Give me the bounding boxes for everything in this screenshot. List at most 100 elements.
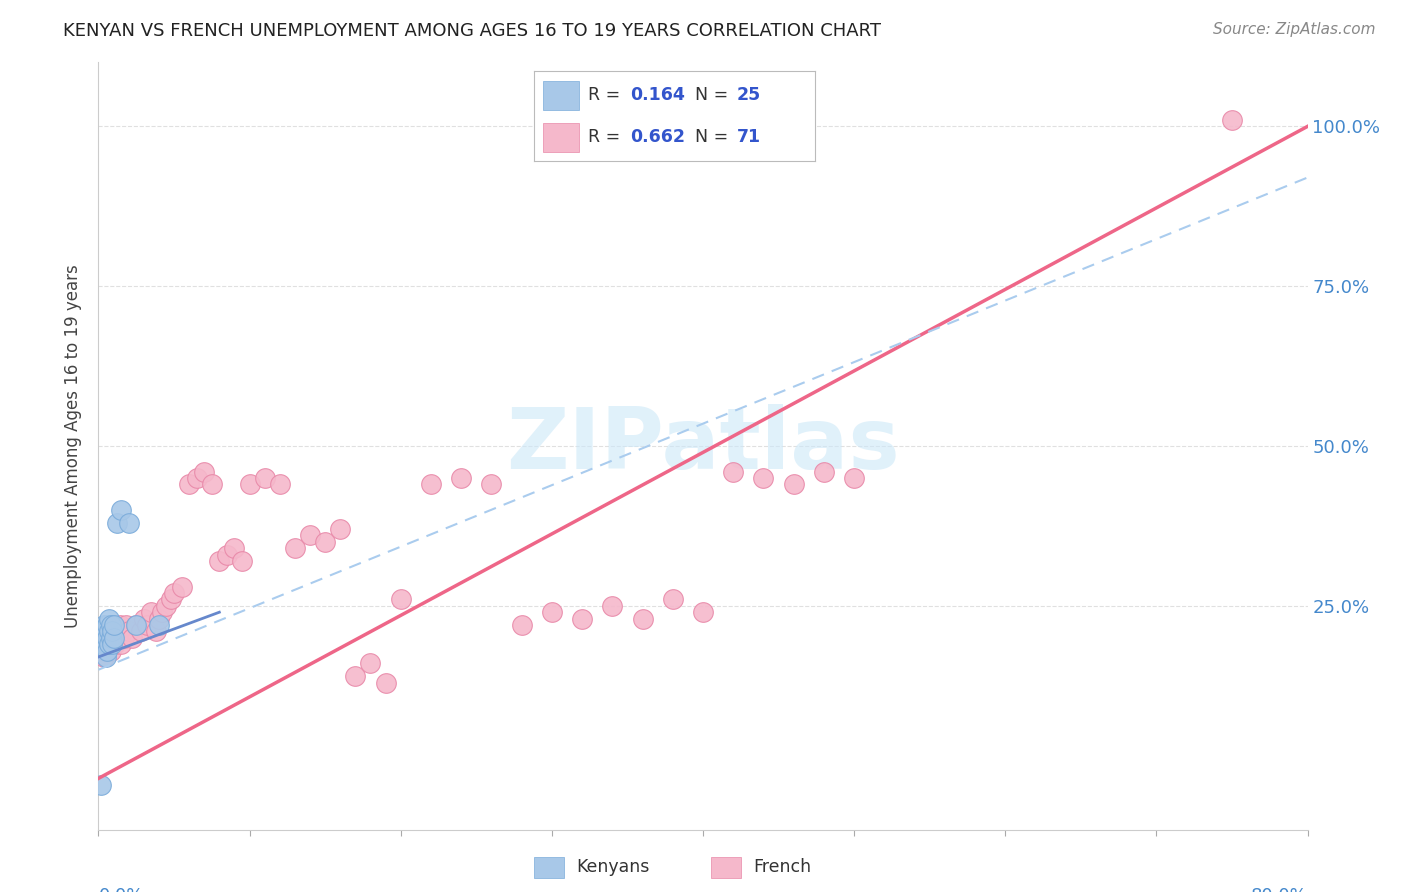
Point [108,618,131,632]
Point [360,657,382,671]
Text: KENYAN VS FRENCH UNEMPLOYMENT AMONG AGES 16 TO 19 YEARS CORRELATION CHART: KENYAN VS FRENCH UNEMPLOYMENT AMONG AGES… [63,22,882,40]
Point [145,624,167,639]
Text: R =: R = [588,128,626,146]
Point [450,471,472,485]
Point [510,618,533,632]
Point [813,465,835,479]
Point [96,643,118,657]
Text: N =: N = [695,87,734,104]
Point [100,643,122,657]
Point [96,618,118,632]
Point [179,477,201,491]
Point [284,541,307,556]
Text: 25: 25 [737,87,761,104]
Point [224,541,246,556]
Point [118,516,141,530]
Point [299,528,322,542]
Point [100,631,122,645]
Point [661,592,683,607]
Bar [711,856,741,879]
Point [98,637,121,651]
Point [344,669,367,683]
Point [481,477,503,491]
Text: R =: R = [588,87,626,104]
Text: 80.0%: 80.0% [1251,887,1308,892]
Point [631,612,654,626]
Point [105,516,128,530]
Point [125,618,148,632]
Point [91,624,114,639]
Point [114,618,136,632]
Point [91,637,114,651]
Point [94,624,117,639]
Point [118,624,141,639]
Point [93,631,115,645]
Text: Kenyans: Kenyans [576,858,650,877]
Text: French: French [754,858,811,877]
Point [844,471,866,485]
Point [571,612,593,626]
Point [148,618,170,632]
Point [110,503,132,517]
Point [93,649,115,664]
Point [132,612,155,626]
Point [98,612,121,626]
Point [103,618,125,632]
Text: N =: N = [695,128,734,146]
Point [94,637,117,651]
Text: 0.662: 0.662 [630,128,685,146]
Point [96,631,118,645]
Point [94,649,117,664]
Point [96,631,118,645]
Point [100,631,122,645]
Point [193,465,215,479]
Point [125,618,148,632]
Point [141,605,163,619]
Text: 0.0%: 0.0% [98,887,143,892]
Point [105,624,128,639]
Text: ZIPatlas: ZIPatlas [506,404,900,488]
Point [90,643,112,657]
Text: 71: 71 [737,128,761,146]
Point [150,605,173,619]
Point [98,637,121,651]
Point [91,631,114,645]
Point [129,624,152,639]
Y-axis label: Unemployment Among Ages 16 to 19 years: Unemployment Among Ages 16 to 19 years [65,264,83,628]
Point [96,643,118,657]
Point [231,554,253,568]
Point [239,477,262,491]
Point [314,534,336,549]
Point [389,592,412,607]
Point [135,618,157,632]
Point [98,624,121,639]
Bar [543,123,579,152]
Point [420,477,443,491]
Point [101,637,124,651]
Point [93,618,115,632]
Bar [543,81,579,110]
Point [602,599,624,613]
Point [374,675,396,690]
Point [94,624,117,639]
Point [723,465,745,479]
Point [103,631,125,645]
Point [163,586,186,600]
Point [148,612,170,626]
Point [201,477,224,491]
Point [100,618,122,632]
Point [540,605,562,619]
Point [269,477,291,491]
Point [98,624,121,639]
Point [111,624,134,639]
Point [155,599,177,613]
Point [215,548,238,562]
Point [329,522,352,536]
Point [103,618,125,632]
Point [90,778,112,792]
Point [107,631,129,645]
Point [101,637,124,651]
Point [692,605,714,619]
Point [1220,112,1243,127]
Point [253,471,276,485]
